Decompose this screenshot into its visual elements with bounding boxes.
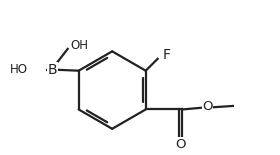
- Text: HO: HO: [10, 63, 28, 76]
- Text: OH: OH: [71, 39, 89, 52]
- Text: O: O: [202, 100, 213, 113]
- Text: O: O: [176, 138, 186, 151]
- Text: F: F: [162, 48, 170, 62]
- Text: B: B: [48, 63, 58, 77]
